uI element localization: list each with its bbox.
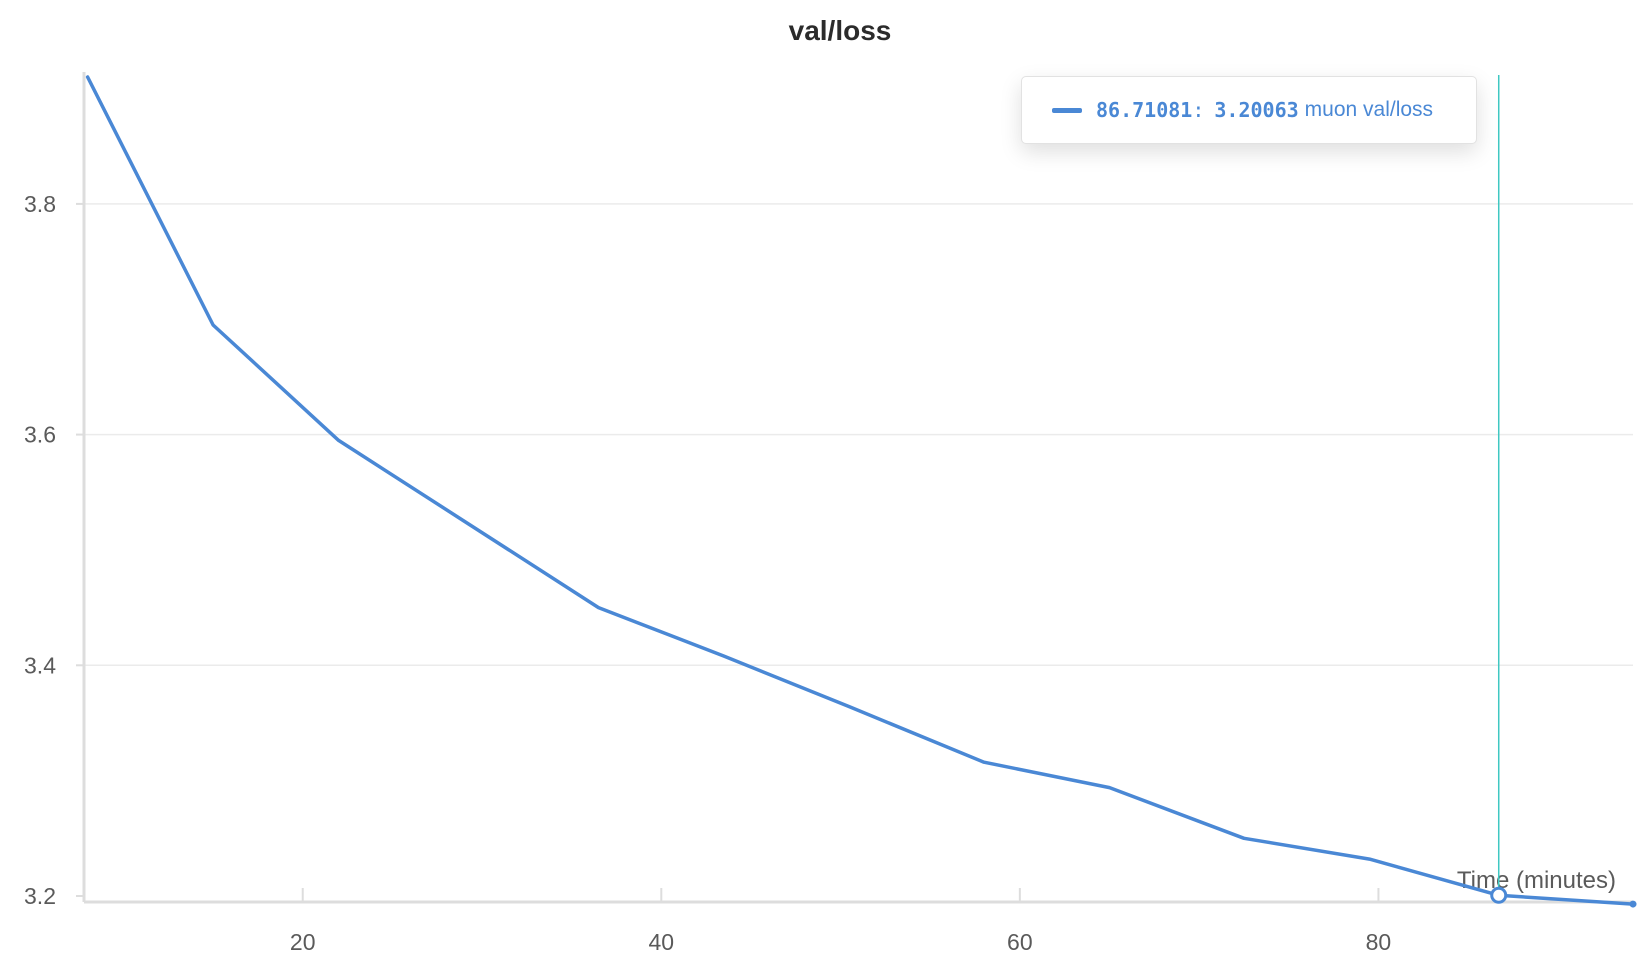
y-axis-ticks: 3.2 3.4 3.6 3.8	[24, 191, 84, 909]
series-layer	[85, 75, 1637, 908]
x-tick-label: 80	[1366, 929, 1392, 955]
x-tick-label: 40	[648, 929, 674, 955]
tooltip-series-name: muon val/loss	[1304, 98, 1434, 121]
series-color-swatch	[1052, 107, 1082, 113]
gridlines	[84, 203, 1633, 667]
axes	[82, 72, 1633, 904]
y-tick-label: 3.8	[24, 191, 56, 217]
x-tick-label: 20	[290, 929, 316, 955]
series-end-point	[1629, 900, 1637, 908]
chart-title: val/loss	[789, 15, 892, 46]
y-tick-label: 3.6	[24, 422, 56, 448]
hover-layer	[1490, 75, 1508, 904]
y-tick-label: 3.2	[24, 883, 56, 909]
tooltip-x-value: 86.71081	[1096, 98, 1193, 122]
tooltip-y-value: 3.20063	[1214, 98, 1299, 122]
x-axis-ticks: 20 40 60 80	[290, 888, 1391, 955]
tooltip-separator: :	[1192, 98, 1205, 122]
y-tick-label: 3.4	[24, 652, 56, 678]
hover-tooltip: 86.71081 : 3.20063 muon val/loss	[1021, 76, 1477, 144]
x-tick-label: 60	[1007, 929, 1033, 955]
series-line	[85, 75, 1635, 906]
hover-point	[1490, 886, 1508, 904]
